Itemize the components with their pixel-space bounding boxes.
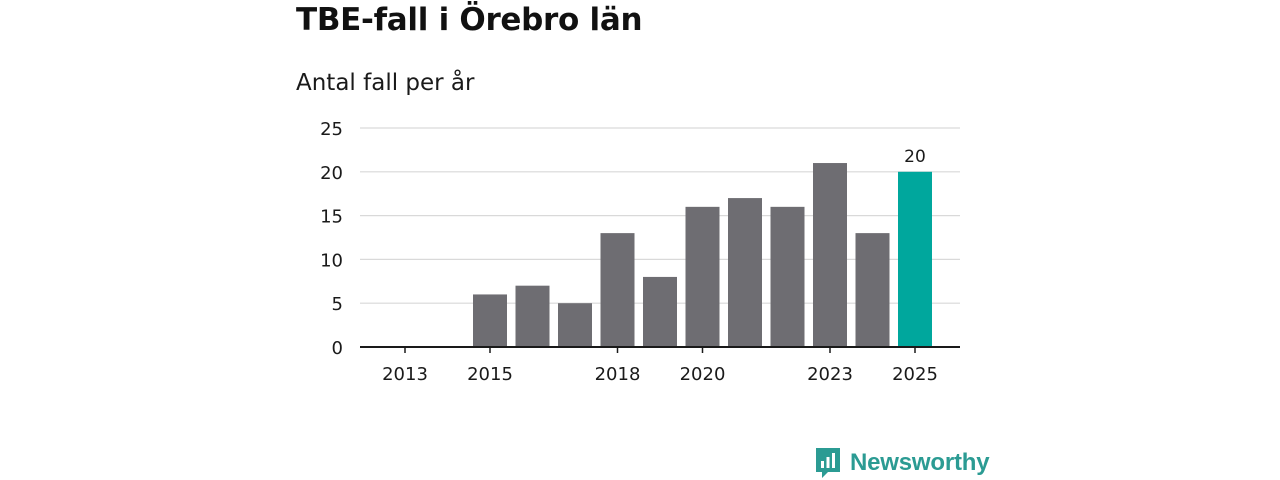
chart-subtitle: Antal fall per år bbox=[296, 70, 475, 96]
x-tick-label: 2018 bbox=[595, 364, 641, 385]
bar-2025 bbox=[898, 171, 932, 347]
bar-2019 bbox=[643, 276, 677, 347]
data-labels: 20 bbox=[904, 147, 926, 167]
bar-2016 bbox=[515, 285, 550, 347]
bar-2017 bbox=[558, 303, 592, 347]
x-tick-label: 2025 bbox=[892, 364, 938, 385]
y-tick-label: 15 bbox=[320, 207, 343, 228]
newsworthy-icon bbox=[816, 448, 840, 478]
bar-2020 bbox=[685, 206, 720, 347]
brand-name: Newsworthy bbox=[850, 449, 990, 476]
bar-2021 bbox=[728, 198, 762, 347]
x-tick-label: 2013 bbox=[382, 364, 428, 385]
y-tick-label: 0 bbox=[332, 338, 343, 359]
bar-2015 bbox=[473, 294, 507, 347]
bars bbox=[473, 163, 932, 347]
x-tick-label: 2015 bbox=[467, 364, 513, 385]
bar-2024 bbox=[855, 233, 890, 347]
y-tick-label: 20 bbox=[320, 163, 343, 184]
x-tick-label: 2020 bbox=[680, 364, 726, 385]
y-tick-label: 25 bbox=[320, 119, 343, 140]
newsworthy-logo[interactable]: Newsworthy bbox=[814, 446, 990, 480]
data-label: 20 bbox=[904, 147, 926, 167]
x-tick-label: 2023 bbox=[807, 364, 853, 385]
bar-2023 bbox=[813, 163, 847, 347]
y-axis-ticks: 0 5 10 15 20 25 bbox=[320, 119, 343, 359]
bar-2022 bbox=[770, 206, 805, 347]
x-axis-ticks: 2013 2015 2018 2020 2023 2025 bbox=[382, 347, 938, 385]
y-tick-label: 10 bbox=[320, 250, 343, 271]
y-tick-label: 5 bbox=[332, 294, 343, 315]
chart-title: TBE-fall i Örebro län bbox=[296, 2, 643, 38]
bar-2018 bbox=[600, 233, 635, 347]
